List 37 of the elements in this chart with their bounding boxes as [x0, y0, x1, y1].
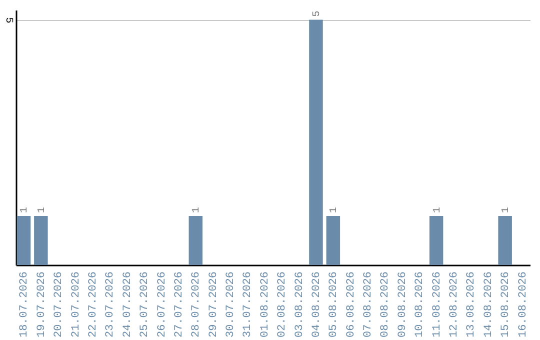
data-label: 1 — [192, 206, 203, 213]
x-tick-label: 28.07.2026 — [190, 272, 203, 338]
x-tick-label: 30.07.2026 — [225, 272, 238, 338]
x-tick-label: 31.07.2026 — [242, 272, 254, 338]
x-tick-label: 07.08.2026 — [362, 272, 375, 338]
x-tick-label: 09.08.2026 — [396, 272, 409, 338]
x-tick-label: 22.07.2026 — [88, 272, 100, 338]
data-label: 1 — [36, 206, 48, 213]
data-label: 1 — [329, 206, 340, 213]
x-tick-label: 27.07.2026 — [173, 272, 186, 338]
x-tick-label: 12.08.2026 — [448, 272, 460, 338]
x-tick-label: 01.08.2026 — [259, 272, 272, 338]
x-tick-label: 23.07.2026 — [104, 272, 117, 338]
x-tick-label: 05.08.2026 — [328, 272, 340, 338]
x-tick-label: 04.08.2026 — [310, 272, 323, 338]
x-tick-label: 14.08.2026 — [482, 272, 495, 338]
x-tick-label: 02.08.2026 — [276, 272, 289, 338]
data-label: 1 — [501, 206, 512, 213]
x-tick-label: 15.08.2026 — [500, 272, 512, 338]
data-label: 1 — [432, 206, 444, 213]
x-tick-label: 13.08.2026 — [466, 272, 478, 338]
x-tick-label: 24.07.2026 — [122, 272, 134, 338]
x-tick-label: 03.08.2026 — [294, 272, 306, 338]
x-tick-label: 29.07.2026 — [208, 272, 220, 338]
x-tick-label: 19.07.2026 — [36, 272, 48, 338]
data-label: 5 — [312, 10, 323, 17]
x-tick-label: 21.07.2026 — [70, 272, 82, 338]
x-tick-label: 10.08.2026 — [414, 272, 426, 338]
x-tick-label: 08.08.2026 — [380, 272, 392, 338]
x-tick-label: 18.07.2026 — [18, 272, 31, 338]
x-tick-label: 11.08.2026 — [431, 272, 444, 338]
data-label: 1 — [20, 206, 31, 213]
x-tick-label: 25.07.2026 — [139, 272, 152, 338]
x-tick-label: 20.07.2026 — [53, 272, 66, 338]
x-tick-label: 16.08.2026 — [517, 272, 530, 338]
x-tick-label: 26.07.2026 — [156, 272, 168, 338]
x-tick-label: 06.08.2026 — [345, 272, 358, 338]
